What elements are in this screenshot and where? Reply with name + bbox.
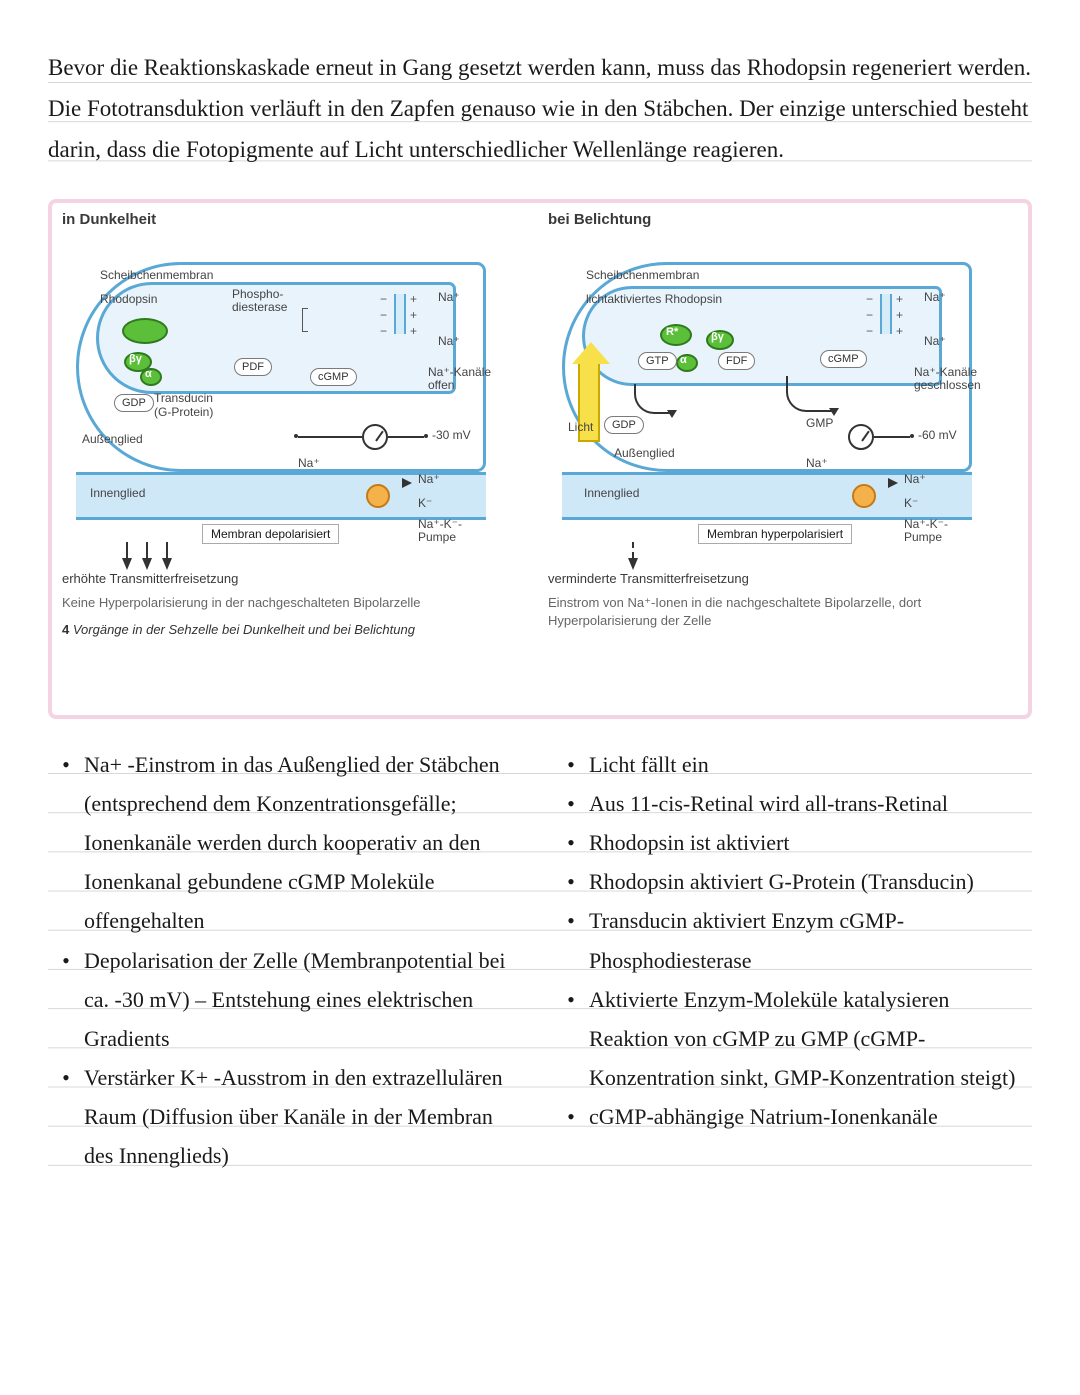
list-item: •Aktivierte Enzym-Moleküle katalysieren … [553,980,1032,1097]
lbl-by-r: βγ [711,331,724,343]
pill-gdp: GDP [114,394,154,412]
pill-cgmp-r: cGMP [820,350,867,368]
lbl-innen-l: Innenglied [90,486,145,500]
lbl-naout-l: Na⁺ [298,456,320,470]
notes-col-right: •Licht fällt ein •Aus 11-cis-Retinal wir… [553,745,1032,1189]
pill-cgmp: cGMP [310,368,357,386]
pill-pdf: PDF [234,358,272,376]
note-text: Na+ -Einstrom in das Außenglied der Stäb… [84,745,527,941]
lbl-kanal-r: Na⁺-Kanäle geschlossen [914,366,981,392]
voltmeter-icon [362,424,388,450]
lbl-licht: Licht [568,420,593,434]
lbl-nain-l: Na⁺ [418,472,440,486]
diagram-left: Scheibchenmembran Rhodopsin Phospho- die… [62,234,532,564]
panel-right-title: bei Belichtung [548,211,1018,228]
lbl-rhodopsin: Rhodopsin [100,292,157,306]
lbl-alpha-r: α [680,354,687,366]
panel-belichtung: bei Belichtung Scheibchenmembran lichtak… [548,211,1018,707]
lbl-innen-r: Innenglied [584,486,639,500]
lbl-naout-r: Na⁺ [806,456,828,470]
lbl-phospho: Phospho- diesterase [232,288,287,314]
note-text: Aktivierte Enzym-Moleküle katalysieren R… [589,980,1032,1097]
list-item: •Rhodopsin ist aktiviert [553,823,1032,862]
lbl-membran-l: Membran depolarisiert [202,524,339,544]
note-text: Licht fällt ein [589,745,1032,784]
diagram-right: Scheibchenmembran lichtaktiviertes Rhodo… [548,234,1018,564]
list-item: •cGMP-abhängige Natrium-Ionenkanäle [553,1097,1032,1136]
notes-columns: •Na+ -Einstrom in das Außenglied der Stä… [48,739,1032,1189]
list-item: •Rhodopsin aktiviert G-Protein (Transduc… [553,862,1032,901]
list-item: •Depolarisation der Zelle (Membranpotent… [48,941,527,1058]
note-text: cGMP-abhängige Natrium-Ionenkanäle [589,1097,1032,1136]
intro-paragraph: Bevor die Reaktionskaskade erneut in Gan… [48,48,1032,171]
pill-gtp: GTP [638,352,677,370]
lbl-na1-r: Na⁺ [924,290,946,304]
list-item: •Verstärker K+ -Ausstrom in den extrazel… [48,1058,527,1175]
list-item: •Transducin aktiviert Enzym cGMP-Phospho… [553,901,1032,979]
right-below1: verminderte Transmitterfreisetzung [548,570,1018,588]
list-item: •Na+ -Einstrom in das Außenglied der Stä… [48,745,527,941]
note-text: Transducin aktiviert Enzym cGMP-Phosphod… [589,901,1032,979]
rhodopsin-blob [122,318,168,344]
lbl-by: βγ [129,353,142,365]
pump-blob [366,484,390,508]
lbl-membran-r: Membran hyperpolarisiert [698,524,852,544]
pill-fdf: FDF [718,352,755,370]
right-below2: Einstrom von Na⁺-Ionen in die nachgescha… [548,594,1018,630]
lbl-gmp: GMP [806,416,833,430]
lbl-k-l: K⁻ [418,496,432,510]
lbl-rstar: R* [666,326,678,338]
lbl-k-r: K⁻ [904,496,918,510]
caption-num: 4 [62,622,69,637]
lbl-pump-l: Na⁺-K⁻- Pumpe [418,518,462,544]
lbl-na2-r: Na⁺ [924,334,946,348]
figure-caption: 4 Vorgänge in der Sehzelle bei Dunkelhei… [62,622,532,637]
left-below2: Keine Hyperpolarisierung in der nachgesc… [62,594,532,612]
figure-frame: in Dunkelheit Scheibchenmembran Rhodopsi… [48,199,1032,719]
panel-left-title: in Dunkelheit [62,211,532,228]
lbl-alpha: α [145,368,152,380]
panel-dunkelheit: in Dunkelheit Scheibchenmembran Rhodopsi… [62,211,532,707]
note-text: Verstärker K+ -Ausstrom in den extrazell… [84,1058,527,1175]
lbl-aussen-r: Außenglied [614,446,675,460]
list-item: •Aus 11-cis-Retinal wird all-trans-Retin… [553,784,1032,823]
caption-text: Vorgänge in der Sehzelle bei Dunkelheit … [73,622,415,637]
intro-text: Bevor die Reaktionskaskade erneut in Gan… [48,55,1031,162]
lbl-transducin: Transducin (G-Protein) [154,392,213,420]
lbl-na2-l: Na⁺ [438,334,460,348]
lbl-kanal-l: Na⁺-Kanäle offen [428,366,491,392]
voltmeter-icon-r [848,424,874,450]
left-below1: erhöhte Transmitterfreisetzung [62,570,532,588]
pill-gdp-r: GDP [604,416,644,434]
lbl-aussen: Außenglied [82,432,143,446]
lbl-mv-r: -60 mV [918,428,957,442]
note-text: Aus 11-cis-Retinal wird all-trans-Retina… [589,784,1032,823]
lbl-rhodopsin-r: lichtaktiviertes Rhodopsin [586,292,722,306]
note-text: Rhodopsin aktiviert G-Protein (Transduci… [589,862,1032,901]
notes-col-left: •Na+ -Einstrom in das Außenglied der Stä… [48,745,527,1189]
pump-blob-r [852,484,876,508]
note-text: Rhodopsin ist aktiviert [589,823,1032,862]
lbl-nain-r: Na⁺ [904,472,926,486]
lbl-scheibchenmembran: Scheibchenmembran [100,268,213,282]
lbl-scheibchenmembran-r: Scheibchenmembran [586,268,699,282]
lbl-na1-l: Na⁺ [438,290,460,304]
note-text: Depolarisation der Zelle (Membranpotenti… [84,941,527,1058]
lbl-mv-l: -30 mV [432,428,471,442]
lbl-pump-r: Na⁺-K⁻- Pumpe [904,518,948,544]
list-item: •Licht fällt ein [553,745,1032,784]
